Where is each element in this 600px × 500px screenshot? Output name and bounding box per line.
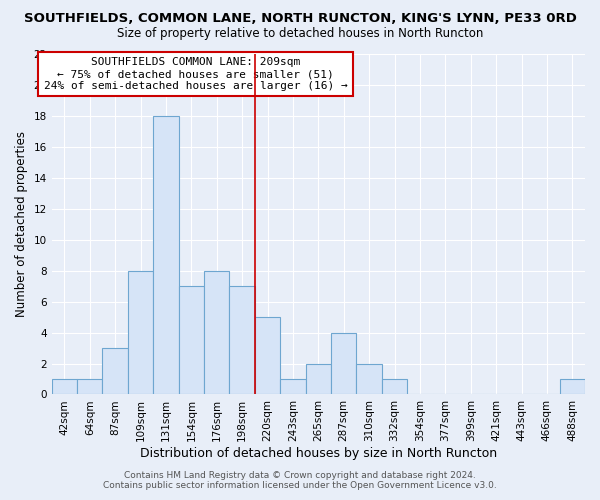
Bar [153, 116, 179, 394]
Text: SOUTHFIELDS, COMMON LANE, NORTH RUNCTON, KING'S LYNN, PE33 0RD: SOUTHFIELDS, COMMON LANE, NORTH RUNCTON,… [23, 12, 577, 26]
Bar [128, 270, 153, 394]
Y-axis label: Number of detached properties: Number of detached properties [15, 131, 28, 317]
Text: Size of property relative to detached houses in North Runcton: Size of property relative to detached ho… [117, 28, 483, 40]
Bar [204, 270, 229, 394]
Bar [331, 332, 356, 394]
Bar [356, 364, 382, 394]
Bar [255, 317, 280, 394]
Bar [179, 286, 204, 395]
Bar [560, 379, 585, 394]
Bar [305, 364, 331, 394]
Bar [280, 379, 305, 394]
Text: SOUTHFIELDS COMMON LANE: 209sqm
← 75% of detached houses are smaller (51)
24% of: SOUTHFIELDS COMMON LANE: 209sqm ← 75% of… [44, 58, 347, 90]
Bar [77, 379, 103, 394]
X-axis label: Distribution of detached houses by size in North Runcton: Distribution of detached houses by size … [140, 447, 497, 460]
Text: Contains HM Land Registry data © Crown copyright and database right 2024.
Contai: Contains HM Land Registry data © Crown c… [103, 470, 497, 490]
Bar [229, 286, 255, 395]
Bar [382, 379, 407, 394]
Bar [52, 379, 77, 394]
Bar [103, 348, 128, 395]
